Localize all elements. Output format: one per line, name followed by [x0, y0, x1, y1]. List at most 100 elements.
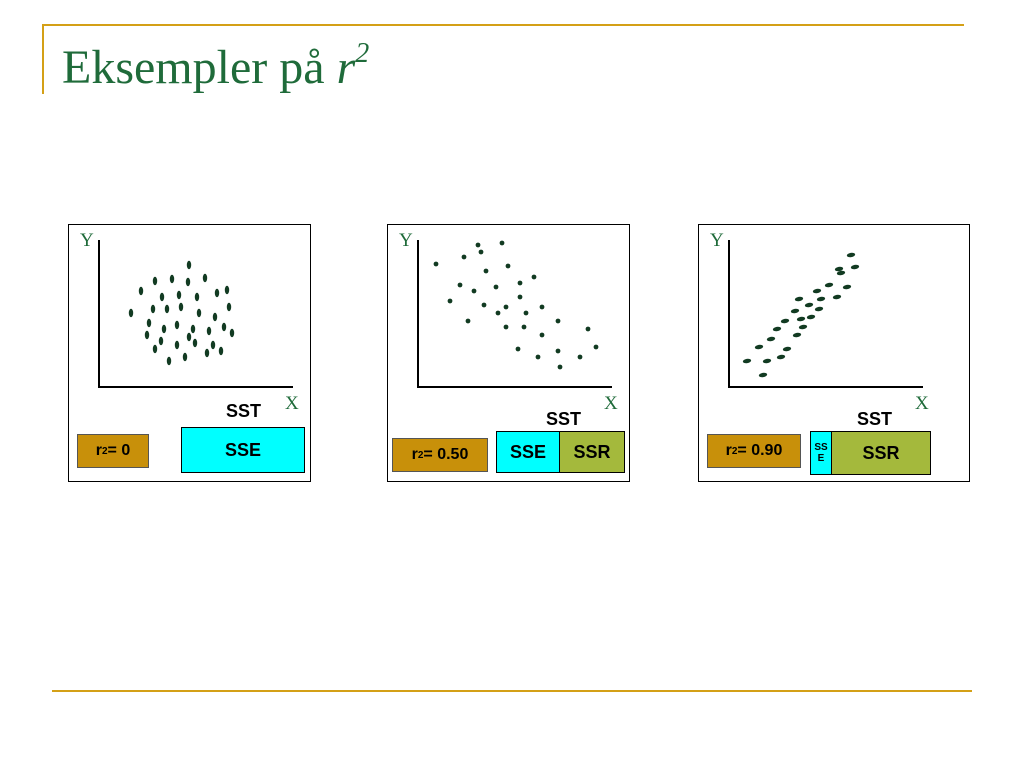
- scatter-point: [229, 328, 235, 338]
- scatter-point: [593, 344, 599, 350]
- y-axis: [98, 240, 100, 388]
- scatter-point: [447, 298, 453, 304]
- scatter-point: [505, 263, 511, 269]
- r2-number: = 0.90: [737, 442, 783, 459]
- scatter-point: [174, 340, 180, 350]
- scatter-point: [776, 354, 786, 360]
- scatter-point: [483, 268, 489, 274]
- scatter-point: [842, 284, 852, 290]
- scatter-point: [214, 288, 220, 298]
- title-exponent: 2: [355, 38, 370, 69]
- scatter-point: [812, 288, 822, 294]
- scatter-point: [185, 277, 191, 287]
- scatter-point: [461, 254, 467, 260]
- sse-bar: SSE: [181, 427, 305, 473]
- x-axis: [728, 386, 923, 388]
- scatter-point: [206, 326, 212, 336]
- y-axis-label: Y: [399, 230, 413, 251]
- scatter-point: [221, 322, 227, 332]
- scatter-point: [471, 288, 477, 294]
- scatter-point: [766, 336, 776, 342]
- scatter-point: [194, 292, 200, 302]
- scatter-point: [152, 276, 158, 286]
- scatter-point: [218, 346, 224, 356]
- x-axis-label: X: [604, 393, 618, 414]
- ssr-bar: SSR: [831, 431, 931, 475]
- scatter-point: [585, 326, 591, 332]
- scatter-point: [782, 346, 792, 352]
- scatter-point: [475, 242, 481, 248]
- slide-title: Eksempler på r2: [62, 38, 370, 95]
- sse-bar: SSE: [810, 431, 832, 475]
- scatter-plot: [742, 252, 860, 378]
- scatter-point: [555, 348, 561, 354]
- scatter-point: [202, 273, 208, 283]
- scatter-point: [144, 330, 150, 340]
- x-axis: [417, 386, 612, 388]
- scatter-point: [212, 312, 218, 322]
- y-axis-label: Y: [80, 230, 94, 251]
- scatter-point: [503, 324, 509, 330]
- scatter-point: [762, 358, 772, 364]
- scatter-point: [814, 306, 824, 312]
- scatter-point: [192, 338, 198, 348]
- r2-number: = 0.50: [423, 446, 469, 463]
- scatter-point: [138, 286, 144, 296]
- scatter-point: [780, 318, 790, 324]
- scatter-point: [196, 308, 202, 318]
- sst-label: SST: [546, 409, 582, 429]
- scatter-point: [478, 249, 484, 255]
- y-axis: [417, 240, 419, 388]
- sst-label: SST: [226, 401, 262, 421]
- scatter-point: [182, 352, 188, 362]
- scatter-point: [495, 310, 501, 316]
- scatter-point: [224, 285, 230, 295]
- scatter-point: [204, 348, 210, 358]
- title-text: Eksempler på: [62, 41, 337, 94]
- scatter-point: [834, 266, 844, 272]
- scatter-point: [128, 308, 134, 318]
- scatter-point: [832, 294, 842, 300]
- scatter-point: [517, 294, 523, 300]
- scatter-point: [754, 344, 764, 350]
- scatter-point: [499, 240, 505, 246]
- scatter-point: [481, 302, 487, 308]
- r2-symbol: r: [725, 442, 732, 459]
- scatter-point: [186, 260, 192, 270]
- r2-symbol: r: [95, 442, 102, 459]
- r2-exponent: 2: [731, 445, 738, 457]
- scatter-point: [792, 332, 802, 338]
- frame-left-line: [42, 24, 44, 94]
- r2-exponent: 2: [101, 445, 108, 457]
- scatter-point: [804, 302, 814, 308]
- scatter-point: [577, 354, 583, 360]
- scatter-point: [457, 282, 463, 288]
- scatter-point: [742, 358, 752, 364]
- scatter-point: [850, 264, 860, 270]
- scatter-point: [166, 356, 172, 366]
- scatter-point: [824, 282, 834, 288]
- scatter-point: [433, 261, 439, 267]
- scatter-point: [210, 340, 216, 350]
- scatter-point: [150, 304, 156, 314]
- scatter-plot: [128, 260, 235, 366]
- scatter-point: [517, 280, 523, 286]
- scatter-point: [159, 292, 165, 302]
- r2-symbol: r: [411, 446, 418, 463]
- scatter-point: [146, 318, 152, 328]
- frame-top-line: [42, 24, 964, 26]
- r2-number: = 0: [107, 442, 131, 459]
- scatter-point: [176, 290, 182, 300]
- scatter-point: [523, 310, 529, 316]
- scatter-point: [836, 270, 846, 276]
- x-axis: [98, 386, 293, 388]
- scatter-point: [158, 336, 164, 346]
- scatter-point: [493, 284, 499, 290]
- scatter-point: [531, 274, 537, 280]
- scatter-point: [515, 346, 521, 352]
- scatter-point: [555, 318, 561, 324]
- scatter-point: [161, 324, 167, 334]
